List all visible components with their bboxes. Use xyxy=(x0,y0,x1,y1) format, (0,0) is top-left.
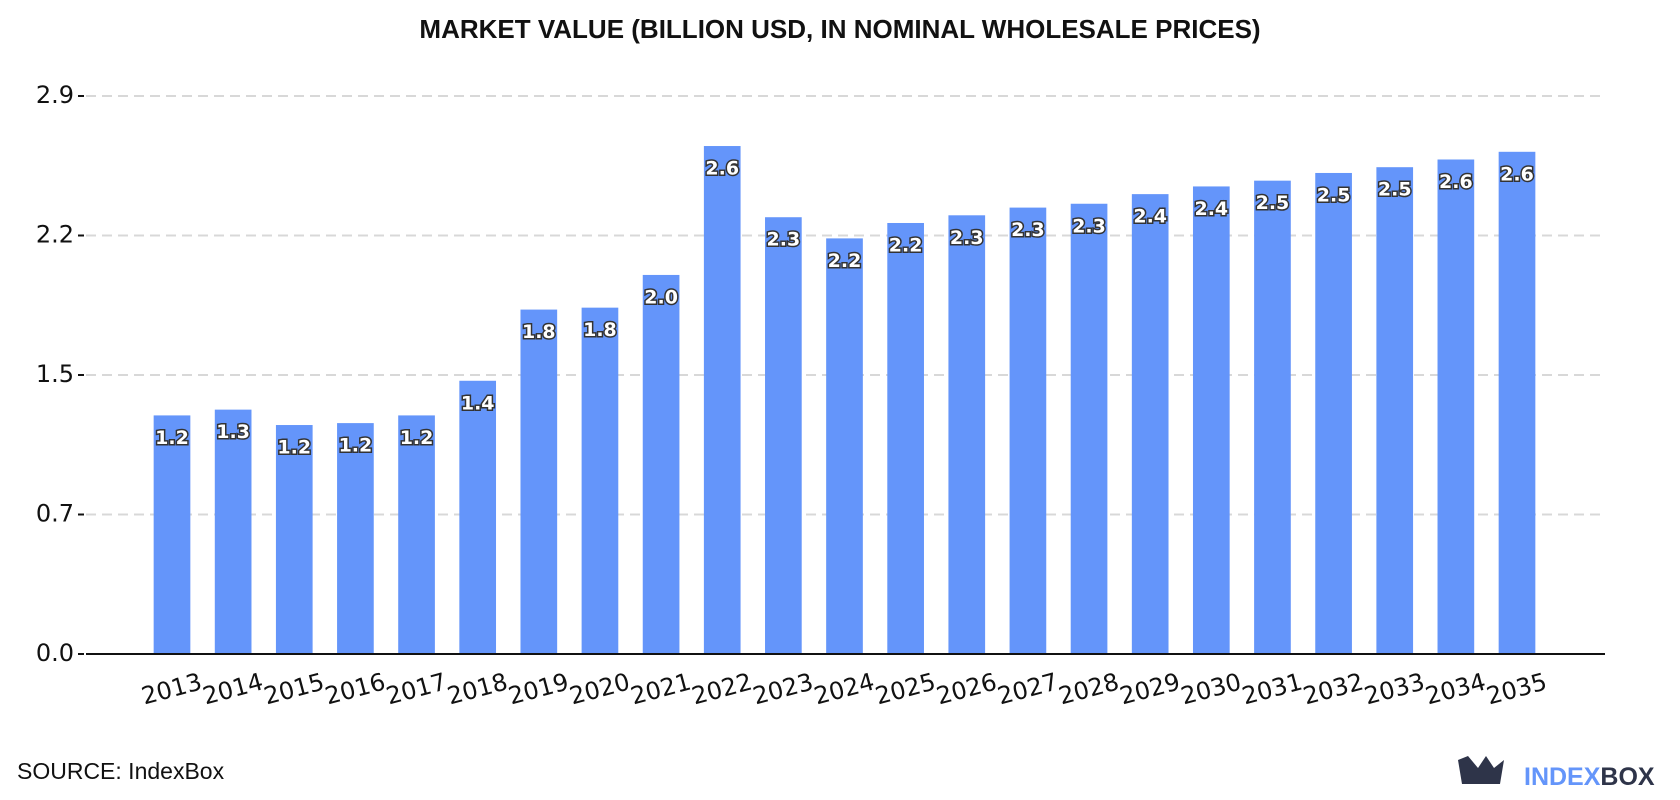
bar xyxy=(1254,180,1291,655)
data-label: 2.6 xyxy=(1439,171,1473,193)
bar xyxy=(1070,203,1108,655)
bar xyxy=(1009,207,1047,654)
x-tick-label: 2016 xyxy=(322,668,388,711)
logo: INDEXBOX xyxy=(1458,756,1655,791)
x-tick-label: 2027 xyxy=(995,668,1061,711)
data-label: 2.3 xyxy=(950,227,984,249)
bar xyxy=(765,217,802,654)
bar xyxy=(520,309,558,654)
data-label: 1.2 xyxy=(400,427,434,449)
data-label: 2.4 xyxy=(1194,198,1228,220)
chart-title: MARKET VALUE (BILLION USD, IN NOMINAL WH… xyxy=(419,14,1260,44)
bar xyxy=(214,409,252,654)
data-label: 2.6 xyxy=(1500,163,1534,185)
y-tick-label: 1.5 xyxy=(36,360,74,388)
logo-icon xyxy=(1458,756,1504,784)
logo-part: INDEX xyxy=(1524,763,1601,791)
x-tick-label: 2029 xyxy=(1117,668,1183,711)
x-tick-label: 2026 xyxy=(933,668,999,711)
bar xyxy=(1437,159,1475,654)
x-tick-label: 2023 xyxy=(750,668,816,711)
x-tick-label: 2019 xyxy=(505,668,571,711)
data-label: 1.8 xyxy=(583,319,617,341)
data-label: 1.3 xyxy=(216,421,250,443)
logo-part: BOX xyxy=(1600,763,1655,791)
bar xyxy=(1498,151,1536,655)
x-tick-label: 2030 xyxy=(1178,668,1244,711)
x-tick-label: 2031 xyxy=(1239,668,1305,711)
data-label: 1.2 xyxy=(277,437,311,459)
data-label: 1.8 xyxy=(522,321,556,343)
data-label: 2.0 xyxy=(644,286,678,308)
bar xyxy=(703,146,741,654)
x-tick-label: 2013 xyxy=(139,668,205,711)
data-label: 2.5 xyxy=(1317,184,1351,206)
bar xyxy=(642,274,680,654)
bar xyxy=(1131,194,1169,654)
bar xyxy=(826,238,863,654)
x-tick-label: 2033 xyxy=(1361,668,1427,711)
data-label: 2.3 xyxy=(1072,215,1106,237)
data-label: 2.3 xyxy=(767,229,801,251)
y-tick-label: 0.0 xyxy=(36,639,74,667)
bar xyxy=(398,415,435,654)
data-label: 2.5 xyxy=(1378,179,1412,201)
bar xyxy=(459,380,497,654)
bar xyxy=(153,415,191,654)
y-tick-label: 0.7 xyxy=(36,500,74,528)
data-label: 1.4 xyxy=(461,392,495,414)
data-label: 2.5 xyxy=(1256,192,1290,214)
bar xyxy=(1192,186,1230,654)
x-tick-label: 2032 xyxy=(1300,668,1366,711)
x-tick-label: 2024 xyxy=(811,668,877,711)
data-label: 1.2 xyxy=(155,427,189,449)
data-label: 2.6 xyxy=(705,158,739,180)
data-label: 2.2 xyxy=(889,234,923,256)
bar xyxy=(887,222,924,654)
y-tick-label: 2.2 xyxy=(36,221,74,249)
bar xyxy=(1315,172,1352,654)
bar xyxy=(581,307,619,654)
data-label: 2.2 xyxy=(828,250,862,272)
x-tick-label: 2021 xyxy=(628,668,694,711)
y-tick-label: 2.9 xyxy=(36,81,74,109)
x-tick-label: 2014 xyxy=(200,668,266,711)
data-label: 2.4 xyxy=(1133,206,1167,228)
x-tick-label: 2025 xyxy=(872,668,938,711)
source: SOURCE: IndexBox xyxy=(17,758,225,784)
bar xyxy=(948,215,986,654)
x-tick-label: 2015 xyxy=(261,668,327,711)
x-tick-label: 2017 xyxy=(383,668,449,711)
x-tick-label: 2028 xyxy=(1056,668,1122,711)
logo-text: INDEXBOX xyxy=(1524,763,1655,791)
x-tick-label: 2034 xyxy=(1422,668,1488,711)
bar xyxy=(275,425,313,654)
data-label: 2.3 xyxy=(1011,219,1045,241)
data-label: 1.2 xyxy=(339,435,373,457)
bar xyxy=(1376,167,1414,654)
x-tick-label: 2018 xyxy=(444,668,510,711)
x-tick-label: 2022 xyxy=(689,668,755,711)
x-tick-label: 2020 xyxy=(567,668,633,711)
x-tick-label: 2035 xyxy=(1484,668,1550,711)
bar xyxy=(337,423,374,654)
